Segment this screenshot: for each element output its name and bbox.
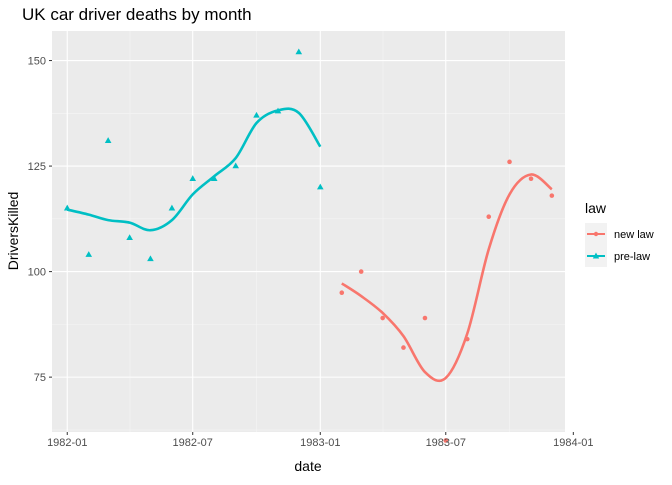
data-points bbox=[63, 48, 555, 443]
legend-item-new-law: new law bbox=[585, 223, 654, 245]
x-tick-label: 1983-01 bbox=[300, 437, 340, 449]
point-pre-law bbox=[232, 162, 240, 169]
point-new-law bbox=[401, 345, 406, 350]
point-new-law bbox=[422, 315, 428, 321]
point-pre-law bbox=[104, 137, 112, 143]
point-new-law bbox=[464, 336, 470, 342]
y-axis-title: DriversKilled bbox=[5, 192, 21, 271]
point-pre-law bbox=[253, 111, 260, 118]
point-pre-law bbox=[189, 175, 197, 181]
legend-label: pre-law bbox=[614, 251, 650, 263]
y-tick-label: 100 bbox=[28, 267, 46, 279]
chart-title: UK car driver deaths by month bbox=[22, 5, 252, 24]
point-pre-law bbox=[147, 255, 154, 262]
point-new-law bbox=[528, 176, 534, 182]
point-pre-law bbox=[85, 251, 93, 257]
x-axis-title: date bbox=[294, 458, 321, 474]
point-pre-law bbox=[168, 204, 176, 211]
point-new-law bbox=[358, 269, 364, 274]
x-tick-label: 1982-07 bbox=[173, 437, 213, 449]
smooth-line-new-law bbox=[341, 173, 553, 383]
x-tick-label: 1984-01 bbox=[553, 437, 593, 449]
point-pre-law bbox=[210, 175, 218, 181]
grid-lines bbox=[52, 31, 574, 432]
x-tick-label: 1983-07 bbox=[426, 437, 466, 449]
y-tick-label: 150 bbox=[28, 56, 46, 68]
legend-key-triangle-marker bbox=[592, 252, 600, 259]
y-tick-label: 125 bbox=[28, 161, 46, 173]
point-new-law bbox=[507, 159, 512, 165]
y-tick-label: 75 bbox=[34, 372, 46, 384]
legend-key-circle-marker bbox=[593, 231, 599, 237]
legend-label: new law bbox=[614, 229, 654, 241]
plot-panel bbox=[52, 31, 565, 432]
point-pre-law bbox=[126, 234, 133, 241]
point-pre-law bbox=[295, 48, 303, 55]
point-new-law bbox=[339, 290, 345, 296]
point-pre-law bbox=[316, 183, 324, 190]
x-tick-label: 1982-01 bbox=[47, 437, 87, 449]
point-new-law bbox=[380, 315, 385, 321]
point-pre-law bbox=[274, 107, 282, 114]
axes: 1982-01 1982-07 1983-01 1983-07 1984-01 75 100… bbox=[28, 56, 594, 449]
point-new-law bbox=[549, 193, 555, 198]
legend-item-pre-law: pre-law bbox=[585, 245, 650, 267]
point-new-law bbox=[443, 438, 449, 443]
point-new-law bbox=[486, 214, 492, 220]
legend: law new law pre-law bbox=[585, 200, 654, 267]
legend-title: law bbox=[585, 200, 607, 216]
point-pre-law bbox=[63, 204, 71, 211]
